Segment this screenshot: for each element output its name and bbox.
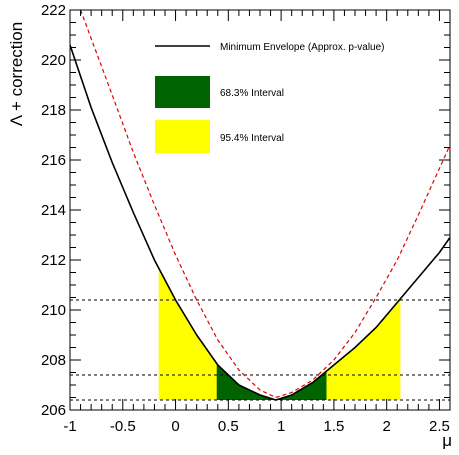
y-tick-label: 218 (41, 102, 66, 119)
legend: Minimum Envelope (Approx. p-value) 68.3%… (155, 42, 385, 153)
curves (70, 10, 450, 401)
x-tick-label: 1.5 (323, 418, 344, 435)
y-tick-label: 220 (41, 52, 66, 69)
x-axis: -1 -0.5 0 0.5 1 1.5 2 2.5 (63, 10, 451, 435)
y-tick-label: 206 (41, 402, 66, 419)
legend-68-label: 68.3% Interval (220, 88, 284, 99)
x-tick-label: 2.5 (429, 418, 450, 435)
legend-95-label: 95.4% Interval (220, 133, 284, 144)
y-tick-label: 208 (41, 352, 66, 369)
x-tick-label: 0 (171, 418, 179, 435)
y-tick-label: 222 (41, 2, 66, 19)
x-tick-label: 1 (277, 418, 285, 435)
interval-fills (158, 268, 401, 400)
y-tick-label: 210 (41, 302, 66, 319)
x-tick-label: -1 (63, 418, 76, 435)
legend-95-swatch (155, 120, 210, 153)
y-axis-label: Λ + correction (7, 22, 26, 126)
envelope-curve (70, 44, 450, 401)
interval-95-fill (158, 268, 401, 400)
legend-envelope-label: Minimum Envelope (Approx. p-value) (220, 42, 385, 53)
x-axis-label: μ (442, 431, 452, 450)
x-tick-label: 0.5 (218, 418, 239, 435)
y-axis: 206 208 210 212 214 216 218 220 222 (41, 2, 450, 419)
legend-68-swatch (155, 76, 210, 108)
x-tick-label: -0.5 (110, 418, 136, 435)
y-tick-label: 216 (41, 152, 66, 169)
x-tick-label: 2 (382, 418, 390, 435)
dashed-curve (79, 10, 450, 399)
y-tick-label: 212 (41, 252, 66, 269)
y-tick-label: 214 (41, 202, 66, 219)
